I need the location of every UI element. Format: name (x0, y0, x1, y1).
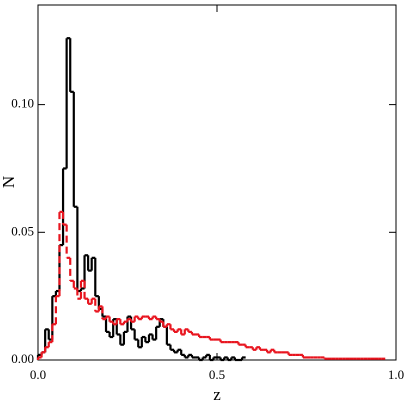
y-axis-label: N (0, 176, 18, 188)
x-tick-label: 0.5 (209, 367, 225, 382)
x-tick-label: 1.0 (388, 367, 404, 382)
y-tick-label: 0.05 (11, 223, 34, 238)
y-tick-label: 0.10 (11, 96, 34, 111)
y-tick-label: 0.00 (11, 351, 34, 366)
x-tick-label: 0.0 (30, 367, 46, 382)
plot-frame (37, 4, 397, 361)
x-axis-label: z (213, 385, 221, 404)
